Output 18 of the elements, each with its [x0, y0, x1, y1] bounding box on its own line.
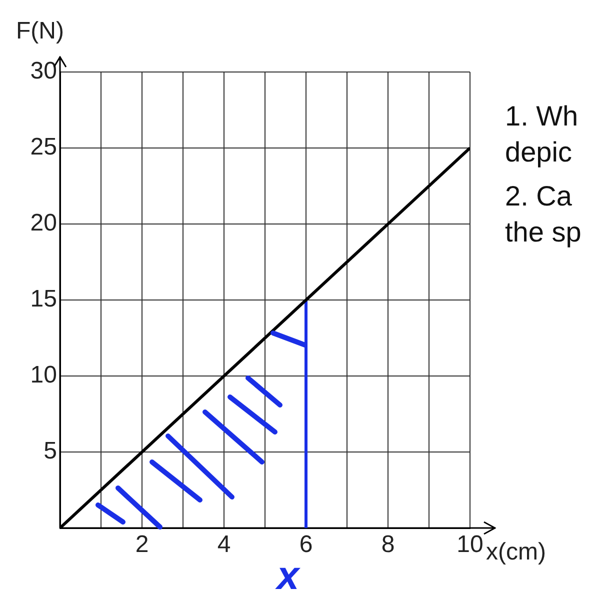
text: depic	[505, 136, 572, 168]
text: the sp	[505, 216, 582, 248]
x-tick-label: 2	[135, 531, 149, 558]
text: 1. Wh	[505, 100, 578, 132]
x-tick-label: 4	[217, 531, 231, 558]
y-tick-label: 5	[44, 438, 57, 465]
y-tick-label: 30	[30, 58, 57, 85]
x-tick-label: 10	[456, 531, 484, 558]
y-tick-label: 15	[30, 286, 57, 313]
y-tick-label: 20	[30, 210, 57, 237]
y-axis-title: F(N)	[16, 18, 64, 45]
y-tick-label: 10	[30, 362, 57, 389]
text: 2. Ca	[505, 180, 572, 212]
x-tick-label: 6	[299, 531, 313, 558]
x-axis-title: x(cm)	[486, 538, 546, 566]
text: x	[274, 554, 301, 597]
x-tick-label: 8	[381, 531, 395, 558]
y-tick-label: 25	[30, 134, 57, 161]
